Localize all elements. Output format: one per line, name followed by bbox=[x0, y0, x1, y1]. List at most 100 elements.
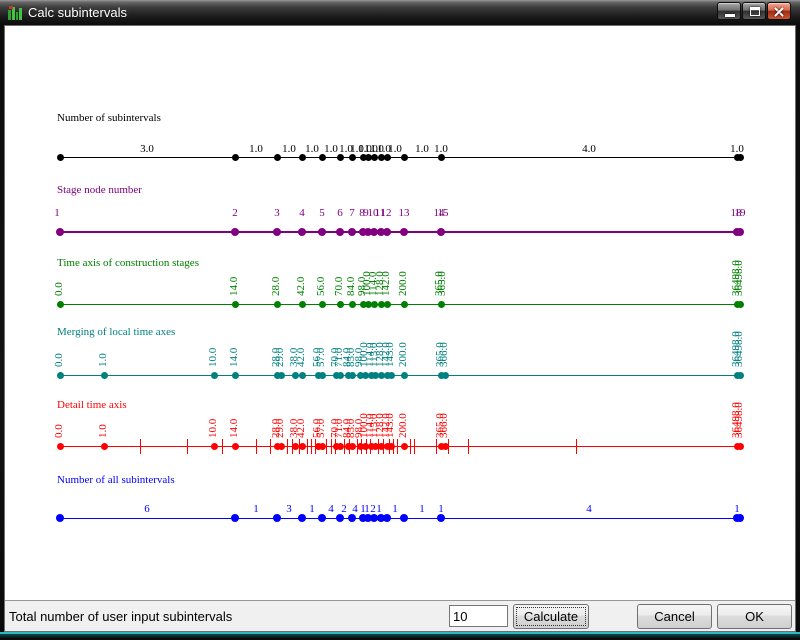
merged-time-point bbox=[231, 371, 239, 379]
stage-node-label: 12 bbox=[380, 207, 392, 219]
stage-node-label: 9 bbox=[363, 207, 369, 219]
construction-time-line bbox=[60, 304, 740, 305]
num-subintervals-label: 1.0 bbox=[282, 143, 296, 155]
calculate-button[interactable]: Calculate bbox=[513, 604, 589, 629]
detail-time-tick bbox=[436, 439, 437, 454]
merged-time-label: 143.0 bbox=[384, 342, 396, 367]
num-subintervals-label: 1.0 bbox=[249, 143, 263, 155]
detail-time-point bbox=[371, 442, 379, 450]
merged-time-point bbox=[348, 371, 356, 379]
detail-time-label: 14.0 bbox=[228, 418, 240, 438]
num-subintervals-point bbox=[298, 153, 306, 161]
merged-time-point bbox=[361, 371, 369, 379]
construction-time-point bbox=[370, 300, 378, 308]
stage-node-label: 14 bbox=[433, 207, 445, 219]
num-subintervals-label: 1.0 bbox=[415, 143, 429, 155]
detail-time-point bbox=[332, 442, 340, 450]
stage-node-point bbox=[56, 228, 64, 236]
num-subintervals-point bbox=[400, 153, 408, 161]
merged-time-point bbox=[277, 371, 285, 379]
merged-time-point bbox=[298, 371, 306, 379]
merged-time-point bbox=[377, 371, 385, 379]
construction-time-label: 14.0 bbox=[228, 276, 240, 296]
chart-canvas: Number of subintervals 3.0 1.0 1.0 1.0 1.0 1.0… bbox=[5, 26, 795, 600]
stage-node-label: 1 bbox=[54, 207, 60, 219]
merged-time-point bbox=[56, 371, 64, 379]
detail-time-point bbox=[361, 442, 369, 450]
merged-time-label: 0.0 bbox=[53, 353, 65, 367]
detail-time-point bbox=[56, 442, 64, 450]
all-subintervals-label: 1 bbox=[438, 503, 444, 515]
all-subintervals-point bbox=[56, 514, 64, 522]
all-subintervals-point bbox=[273, 514, 281, 522]
detail-time-point bbox=[210, 442, 218, 450]
detail-time-point bbox=[377, 442, 385, 450]
all-subintervals-point bbox=[359, 514, 367, 522]
num-subintervals-label: 1.0 bbox=[305, 143, 319, 155]
merged-time-label: 29.0 bbox=[274, 347, 286, 367]
minimize-button[interactable] bbox=[717, 2, 741, 20]
detail-time-point bbox=[400, 442, 408, 450]
detail-time-point bbox=[336, 442, 344, 450]
detail-time-point bbox=[437, 442, 445, 450]
construction-time-point bbox=[364, 300, 372, 308]
detail-time-point bbox=[356, 442, 364, 450]
num-subintervals-label: 1.0 bbox=[370, 143, 384, 155]
stage-node-label: 7 bbox=[349, 207, 355, 219]
construction-time-point bbox=[359, 300, 367, 308]
all-subintervals-point bbox=[736, 514, 744, 522]
construction-time-point bbox=[298, 300, 306, 308]
detail-time-tick bbox=[307, 439, 308, 454]
merged-time-point bbox=[383, 371, 391, 379]
num-subintervals-point bbox=[348, 153, 356, 161]
num-subintervals-label: 1.0 bbox=[339, 143, 353, 155]
construction-time-label: 70.0 bbox=[333, 276, 345, 296]
detail-time-tick bbox=[256, 439, 257, 454]
window-title: Calc subintervals bbox=[28, 5, 127, 20]
stage-node-point bbox=[437, 228, 445, 236]
maximize-icon bbox=[750, 7, 760, 16]
cancel-button[interactable]: Cancel bbox=[637, 604, 712, 629]
close-button[interactable] bbox=[767, 2, 791, 20]
all-subintervals-point bbox=[336, 514, 344, 522]
detail-time-point bbox=[277, 442, 285, 450]
all-subintervals-label: 3 bbox=[286, 503, 292, 515]
stage-node-label: 13 bbox=[398, 207, 410, 219]
merged-time-point bbox=[291, 371, 299, 379]
stage-node-label: 10 bbox=[367, 207, 379, 219]
maximize-button[interactable] bbox=[742, 2, 766, 20]
num-subintervals-point bbox=[56, 153, 64, 161]
detail-time-point bbox=[231, 442, 239, 450]
construction-time-label: 42.0 bbox=[295, 276, 307, 296]
num-subintervals-label: 1.0 bbox=[730, 143, 744, 155]
footer-label: Total number of user input subintervals bbox=[9, 609, 233, 624]
titlebar: Calc subintervals bbox=[0, 0, 800, 25]
detail-time-point bbox=[367, 442, 375, 450]
all-subintervals-label: 2 bbox=[341, 503, 347, 515]
all-subintervals-point bbox=[318, 514, 326, 522]
all-subintervals-point bbox=[370, 514, 378, 522]
all-subintervals-label: 1 bbox=[360, 503, 366, 515]
stage-node-point bbox=[336, 228, 344, 236]
stage-node-point bbox=[231, 228, 239, 236]
merged-time-label: 14.0 bbox=[228, 347, 240, 367]
all-subintervals-label: 1 bbox=[376, 503, 382, 515]
detail-time-tick bbox=[326, 439, 327, 454]
num-subintervals-label: 4.0 bbox=[582, 143, 596, 155]
stage-node-point bbox=[298, 228, 306, 236]
detail-time-tick bbox=[397, 439, 398, 454]
num-subintervals-point bbox=[736, 153, 744, 161]
dialog-client-area: Number of subintervals 3.0 1.0 1.0 1.0 1.0 1.0… bbox=[4, 25, 796, 632]
stage-node-point bbox=[383, 228, 391, 236]
all-subintervals-label: 1 bbox=[253, 503, 259, 515]
all-subintervals-label: 6 bbox=[144, 503, 150, 515]
stage-node-point bbox=[318, 228, 326, 236]
merged-time-point bbox=[387, 371, 395, 379]
all-subintervals-point bbox=[298, 514, 306, 522]
detail-time-label: 42.0 bbox=[295, 418, 307, 438]
detail-time-label: 57.0 bbox=[315, 418, 327, 438]
detail-time-point bbox=[344, 442, 352, 450]
ok-button[interactable]: OK bbox=[717, 604, 792, 629]
subintervals-input[interactable] bbox=[449, 605, 508, 627]
stage-node-point bbox=[273, 228, 281, 236]
